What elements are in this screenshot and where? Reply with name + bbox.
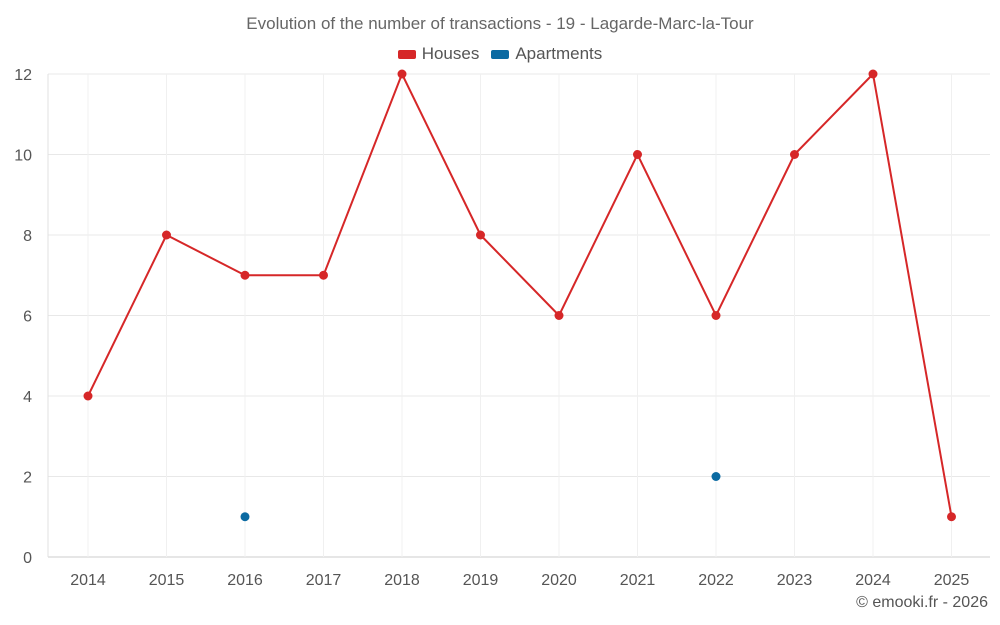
- data-point-houses[interactable]: [868, 69, 878, 79]
- data-point-houses[interactable]: [790, 150, 799, 159]
- x-tick-label: 2022: [698, 572, 734, 589]
- data-point-houses[interactable]: [397, 69, 407, 79]
- data-point-houses[interactable]: [476, 230, 485, 240]
- legend-label-houses: Houses: [421, 44, 480, 63]
- y-tick-label: 2: [23, 470, 32, 487]
- data-point-houses[interactable]: [711, 311, 721, 320]
- data-point-houses[interactable]: [83, 391, 93, 401]
- x-tick-label: 2018: [384, 572, 420, 589]
- legend-item-apartments[interactable]: Apartments: [491, 44, 602, 64]
- x-tick-label: 2021: [620, 572, 656, 589]
- legend-item-houses[interactable]: Houses: [397, 44, 480, 64]
- credit-text: © emooki.fr - 2026: [856, 594, 988, 611]
- series-line-houses: [87, 71, 953, 517]
- x-tick-label: 2014: [70, 572, 106, 589]
- y-tick-label: 0: [23, 550, 32, 567]
- data-point-apartments[interactable]: [240, 512, 250, 522]
- data-point-houses[interactable]: [554, 311, 564, 320]
- data-point-houses[interactable]: [162, 230, 171, 240]
- chart-title: Evolution of the number of transactions …: [246, 14, 754, 33]
- y-tick-label: 12: [14, 67, 32, 84]
- legend-swatch-apartments: [491, 49, 510, 59]
- data-point-houses[interactable]: [947, 512, 956, 522]
- x-tick-label: 2015: [149, 572, 185, 589]
- x-tick-label: 2023: [777, 572, 813, 589]
- x-tick-label: 2016: [227, 572, 263, 589]
- legend-label-apartments: Apartments: [515, 44, 603, 63]
- data-point-houses[interactable]: [319, 270, 328, 280]
- x-tick-label: 2019: [463, 572, 499, 589]
- data-point-apartments[interactable]: [711, 472, 721, 481]
- legend-swatch-houses: [397, 49, 416, 59]
- y-tick-label: 4: [23, 389, 32, 406]
- x-tick-label: 2020: [541, 572, 577, 589]
- x-tick-label: 2025: [934, 572, 970, 589]
- x-tick-label: 2017: [306, 572, 342, 589]
- y-tick-label: 8: [23, 228, 32, 245]
- x-tick-label: 2024: [855, 572, 891, 589]
- data-point-houses[interactable]: [240, 270, 250, 280]
- data-point-houses[interactable]: [633, 150, 642, 159]
- y-tick-label: 6: [23, 309, 32, 326]
- y-tick-label: 10: [14, 148, 32, 165]
- chart-legend: Houses Apartments: [0, 44, 1000, 64]
